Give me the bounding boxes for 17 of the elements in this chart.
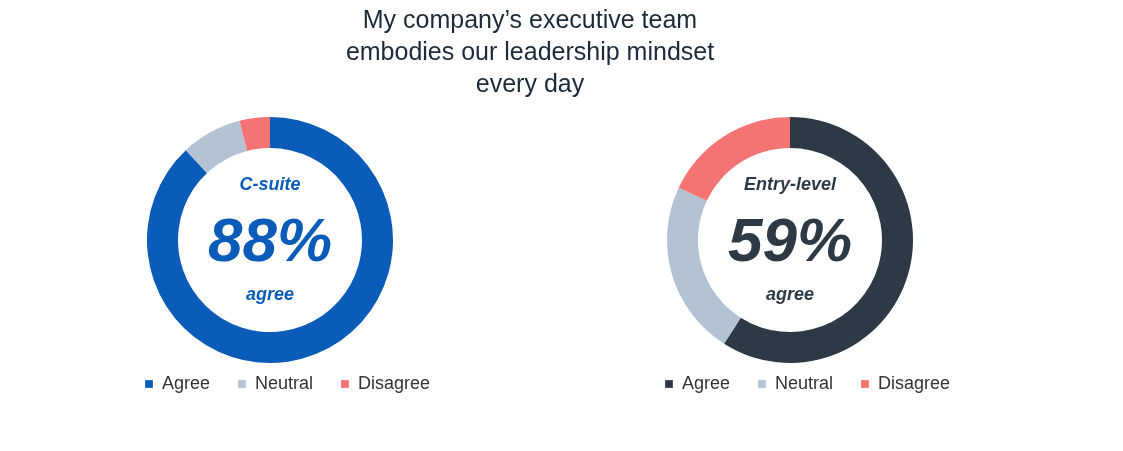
legend-label: Neutral <box>775 373 834 393</box>
donut-slice <box>147 117 393 363</box>
text: C-suite <box>239 174 301 194</box>
text: agree <box>765 284 815 304</box>
legend-label: Neutral <box>255 373 314 393</box>
donut-slice <box>724 117 913 363</box>
donut-slice <box>239 117 270 151</box>
legend-label: Agree <box>682 373 731 393</box>
text: 59% <box>727 205 853 274</box>
text: Entry-level <box>743 174 838 194</box>
text: 88% <box>207 205 333 274</box>
legend-label: Disagree <box>878 373 951 393</box>
legend-label: Agree <box>162 373 211 393</box>
text: agree <box>245 284 295 304</box>
donut-slice <box>185 120 248 173</box>
legend-label: Disagree <box>358 373 431 393</box>
text: My company’s executive team embodies our leadership mindset every day <box>345 5 715 97</box>
